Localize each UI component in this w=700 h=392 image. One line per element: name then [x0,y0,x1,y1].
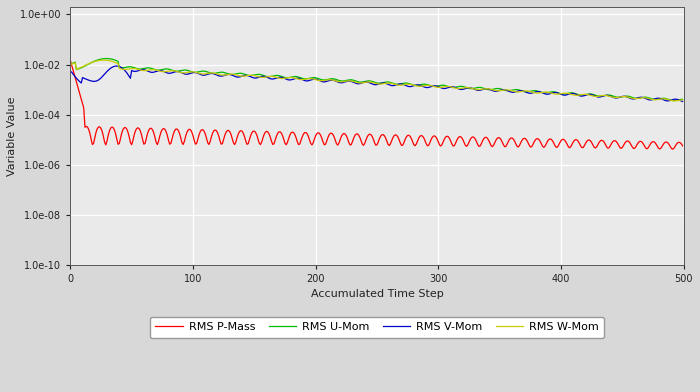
RMS U-Mom [670,98,678,103]
RMS V-Mom [113,64,121,68]
RMS W-Mom [432,85,440,89]
Legend: RMS P-Mass, RMS U-Mom, RMS V-Mom, RMS W-Mom: RMS P-Mass, RMS U-Mom, RMS V-Mom, RMS W-… [150,317,604,338]
RMS W-Mom [99,58,108,62]
RMS P-Mass [398,143,406,148]
RMS W-Mom [358,80,367,85]
Line: RMS W-Mom: RMS W-Mom [70,60,682,101]
RMS V-Mom [398,82,407,87]
RMS P-Mass [360,141,369,146]
RMS W-Mom [665,98,673,102]
RMS P-Mass [430,134,439,138]
RMS U-Mom [398,81,407,86]
RMS U-Mom [102,56,110,61]
RMS U-Mom [66,62,74,67]
RMS W-Mom [569,93,577,97]
RMS V-Mom [66,70,74,74]
RMS P-Mass [678,143,687,148]
RMS W-Mom [66,62,74,67]
RMS U-Mom [569,91,577,95]
RMS W-Mom [671,98,680,103]
RMS V-Mom [362,80,370,84]
RMS V-Mom [358,80,367,85]
RMS U-Mom [678,97,687,102]
RMS U-Mom [665,97,673,102]
RMS W-Mom [362,80,370,85]
Line: RMS U-Mom: RMS U-Mom [70,58,682,101]
RMS P-Mass [664,140,672,145]
RMS W-Mom [678,98,687,102]
RMS P-Mass [568,142,576,147]
RMS U-Mom [358,80,367,84]
RMS V-Mom [569,91,577,96]
RMS P-Mass [66,58,74,62]
RMS U-Mom [362,79,370,83]
RMS V-Mom [432,83,440,88]
RMS W-Mom [398,83,407,87]
RMS P-Mass [668,147,677,152]
RMS V-Mom [665,98,673,103]
Line: RMS P-Mass: RMS P-Mass [70,60,682,149]
RMS U-Mom [432,84,440,89]
Y-axis label: Variable Value: Variable Value [7,96,17,176]
RMS P-Mass [357,138,365,143]
RMS V-Mom [678,99,687,104]
Line: RMS V-Mom: RMS V-Mom [70,66,682,102]
X-axis label: Accumulated Time Step: Accumulated Time Step [311,289,443,299]
